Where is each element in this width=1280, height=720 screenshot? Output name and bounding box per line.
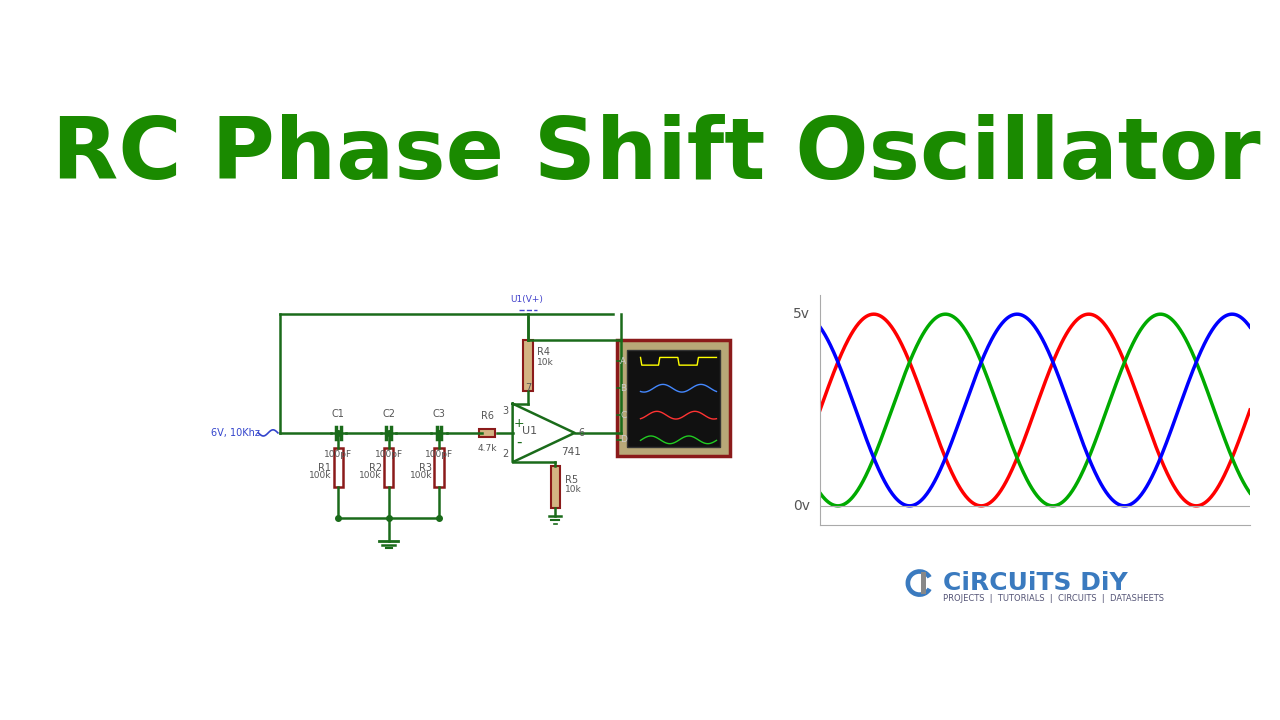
Bar [550, 466, 559, 508]
Bar [626, 350, 721, 446]
Text: 10k: 10k [564, 485, 581, 494]
Text: C: C [621, 410, 627, 420]
Text: R3: R3 [419, 462, 433, 472]
Text: 100k: 100k [360, 471, 381, 480]
Bar [334, 449, 343, 487]
Text: 10k: 10k [538, 358, 554, 366]
Text: R5: R5 [564, 475, 577, 485]
Text: 100k: 100k [308, 471, 332, 480]
Text: 2: 2 [503, 449, 508, 459]
Text: 100pF: 100pF [425, 450, 453, 459]
Text: R6: R6 [480, 410, 494, 420]
Text: 3: 3 [503, 406, 508, 416]
Text: +: + [513, 417, 524, 430]
Text: 100pF: 100pF [324, 450, 352, 459]
Bar [479, 429, 495, 437]
Text: C2: C2 [383, 409, 396, 419]
Bar [922, 572, 925, 594]
Text: 741: 741 [561, 447, 581, 457]
Wedge shape [905, 570, 932, 597]
Text: 4.7k: 4.7k [477, 444, 497, 453]
Text: 6: 6 [579, 428, 585, 438]
Text: PROJECTS  |  TUTORIALS  |  CIRCUITS  |  DATASHEETS: PROJECTS | TUTORIALS | CIRCUITS | DATASH… [943, 594, 1164, 603]
Text: 5v: 5v [792, 307, 810, 321]
Text: RC Phase Shift Oscillator: RC Phase Shift Oscillator [51, 114, 1261, 197]
Text: D: D [621, 436, 627, 444]
Bar [434, 449, 444, 487]
Bar [384, 449, 393, 487]
Text: C1: C1 [332, 409, 344, 419]
Text: B: B [621, 384, 626, 392]
Text: 6V, 10Khz: 6V, 10Khz [211, 428, 260, 438]
Bar [617, 341, 730, 456]
Text: C3: C3 [433, 409, 445, 419]
Text: A: A [621, 357, 626, 366]
Text: R4: R4 [538, 347, 550, 357]
Text: 7: 7 [525, 383, 531, 393]
Text: -: - [516, 435, 521, 449]
Text: R1: R1 [319, 462, 332, 472]
Text: 100k: 100k [410, 471, 433, 480]
Text: U1: U1 [522, 426, 538, 436]
Bar [524, 341, 532, 390]
Text: CiRCUiTS DiY: CiRCUiTS DiY [943, 571, 1128, 595]
Text: 100pF: 100pF [375, 450, 403, 459]
Text: R2: R2 [369, 462, 381, 472]
Text: 0v: 0v [792, 499, 810, 513]
Text: U1(V+): U1(V+) [511, 295, 543, 305]
